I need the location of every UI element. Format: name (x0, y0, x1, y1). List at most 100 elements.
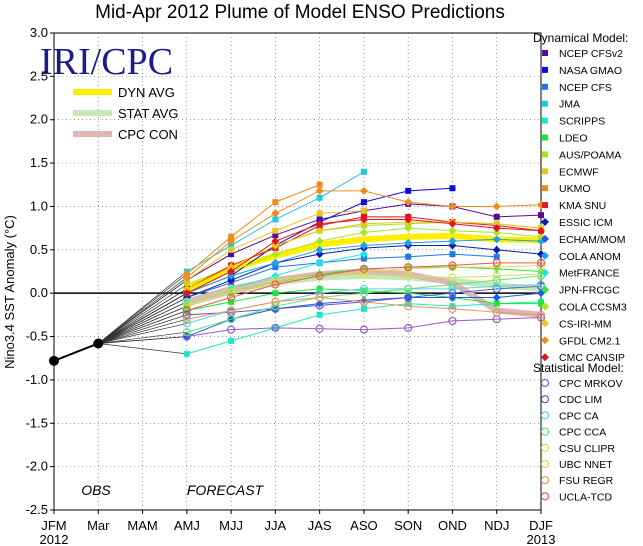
x-tick-label: AMJ (174, 518, 200, 533)
forecast-fan-lines (98, 271, 188, 355)
series-line-cpc-cca (186, 275, 542, 333)
fan-line (98, 305, 187, 344)
data-point-ucla-tcd (359, 264, 369, 273)
data-point-fsu-regr (536, 310, 546, 319)
data-point-jma (316, 194, 323, 201)
data-point-cs-iri-mm (315, 226, 324, 235)
data-point-ubc-nnet (536, 261, 546, 270)
legend-label: UKMO (559, 183, 591, 195)
data-point-fsu-regr (226, 306, 236, 315)
legend-marker (541, 218, 549, 226)
data-point-cpc-mrkov (536, 313, 546, 322)
legend-label: NCEP CFSv2 (559, 48, 623, 60)
data-point-cmc-cansip (315, 219, 324, 228)
legend-marker (542, 134, 548, 141)
legend-label: UCLA-TCD (559, 491, 613, 503)
data-point-ubc-nnet (492, 263, 501, 272)
data-point-cpc-mrkov (315, 324, 324, 333)
data-point-ncep-cfsv2 (538, 212, 544, 219)
y-tick-label: 2.5 (30, 68, 48, 83)
legend-marker (540, 395, 550, 404)
data-point-ukmo (316, 181, 323, 188)
data-point-fsu-regr (182, 315, 191, 324)
data-point-cola-ccsm3 (448, 226, 457, 235)
data-point-cola-anom (404, 238, 413, 247)
data-point-nasa-gmao (449, 185, 456, 192)
data-point-cpc-ca (182, 319, 191, 328)
x-tick-label: MAM (127, 518, 157, 533)
average-legend-label: STAT AVG (118, 106, 178, 121)
data-point-scripps (360, 305, 367, 312)
legend-marker (542, 202, 548, 209)
y-tick-label: 2.0 (30, 112, 48, 127)
series-line-ukmo (186, 184, 320, 275)
data-point-cpc-mrkov (359, 325, 369, 334)
data-point-ukmo (228, 233, 235, 240)
legend-label: GFDL CM2.1 (559, 335, 621, 347)
data-point-cola-ccsm3 (404, 224, 413, 233)
dynamical-header: Dynamical Model: (533, 31, 628, 45)
data-point-gfdl-cm2-1 (315, 186, 324, 195)
data-point-cpc-mrkov (271, 323, 280, 332)
data-point-cdc-lim (492, 284, 501, 293)
legend-marker (542, 151, 548, 158)
legend-marker (541, 268, 549, 277)
data-point-ubc-nnet (182, 302, 191, 311)
data-point-ncep-cfs (272, 264, 279, 271)
data-point-gfdl-cm2-1 (227, 237, 236, 246)
x-tick-label: NDJ (484, 518, 509, 533)
data-point-ncep-cfsv2 (493, 213, 500, 220)
data-point-ecmwf (272, 227, 279, 234)
data-point-cmc-cansip (182, 289, 191, 298)
data-point-scripps (228, 337, 235, 344)
average-legend-label: CPC CON (118, 127, 178, 142)
data-point-cola-anom (492, 235, 501, 244)
legend-label: ESSIC ICM (559, 217, 613, 229)
plot-frame (53, 32, 542, 511)
y-tick-label: 0.0 (30, 285, 48, 300)
fan-line (98, 310, 187, 344)
data-point-ldeo (316, 285, 323, 292)
data-point-cola-anom (359, 241, 368, 250)
legend-label: CDC LIM (559, 394, 602, 406)
data-point-cpc-cca (271, 302, 280, 311)
data-point-csu-clipr (226, 284, 236, 293)
legend-label: ECMWF (559, 166, 599, 178)
x-tick-label: DJF (529, 518, 553, 533)
legend-label: LDEO (559, 133, 588, 145)
data-point-ldeo (228, 298, 235, 305)
y-tick-label: 0.5 (30, 242, 48, 257)
series-line-ucla-tcd (186, 262, 541, 312)
data-point-ubc-nnet (226, 289, 236, 298)
chart-title: Mid-Apr 2012 Plume of Model ENSO Predict… (95, 2, 505, 23)
data-point-ukmo (272, 199, 279, 206)
fan-line (98, 314, 187, 344)
legend-label: CMC CANSIP (559, 352, 625, 364)
data-point-ncep-cfs (405, 253, 412, 260)
data-point-ucla-tcd (315, 271, 324, 280)
data-point-csu-clipr (359, 270, 369, 279)
data-point-cola-ccsm3 (315, 237, 324, 246)
legend-marker (542, 83, 548, 90)
data-point-ldeo (493, 300, 500, 307)
data-point-scripps (405, 300, 412, 307)
data-point-cpc-cca (404, 284, 413, 293)
legend-label: AUS/POAMA (559, 149, 621, 161)
fan-line (98, 284, 188, 344)
data-point-ucla-tcd (226, 293, 236, 302)
data-point-gfdl-cm2-1 (182, 273, 191, 282)
legend-label: NCEP CFS (559, 82, 612, 94)
data-point-fsu-regr (271, 297, 280, 306)
data-point-ucla-tcd (404, 263, 413, 272)
data-point-ucla-tcd (271, 280, 280, 289)
data-point-cpc-mrkov (404, 323, 413, 332)
data-point-fsu-regr (448, 304, 457, 313)
fan-line (98, 343, 187, 355)
average-legend: DYN AVG STAT AVG CPC CON (73, 85, 178, 142)
fan-line (98, 301, 187, 344)
data-point-gfdl-cm2-1 (271, 209, 280, 218)
data-point-cpc-ca (359, 284, 369, 293)
data-point-cola-anom (315, 245, 324, 254)
data-point-cmc-cansip (537, 226, 545, 235)
